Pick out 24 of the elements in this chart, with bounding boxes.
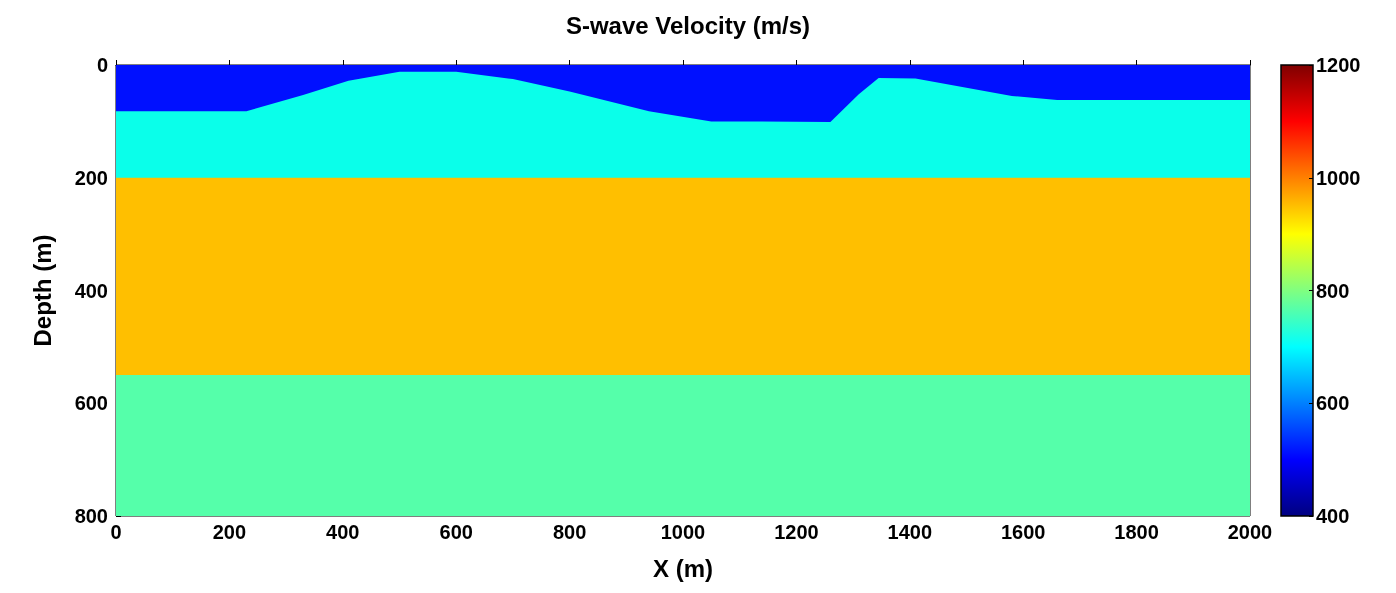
x-tick-label: 1400 xyxy=(887,521,933,543)
y-tick-label: 200 xyxy=(74,166,108,189)
color-bar-label: 1200 xyxy=(1316,54,1361,76)
color-bar-label: 800 xyxy=(1316,279,1350,302)
x-tick-label: 1800 xyxy=(1114,521,1159,543)
y-tick-label: 400 xyxy=(74,279,108,302)
x-tick-label: 800 xyxy=(552,521,587,543)
x-tick-label: 400 xyxy=(326,521,360,543)
x-tick-label: 0 xyxy=(110,521,122,543)
y-axis-title: Depth (m) xyxy=(28,234,56,347)
x-tick-label: 600 xyxy=(439,521,473,543)
y-tick-label: 0 xyxy=(96,54,108,76)
color-bar-label: 600 xyxy=(1316,392,1350,415)
chart-title: S-wave Velocity (m/s) xyxy=(565,11,811,39)
y-tick-label: 800 xyxy=(74,505,108,527)
x-tick-label: 1200 xyxy=(774,521,819,543)
x-tick-label: 1000 xyxy=(660,521,706,543)
x-tick-label: 200 xyxy=(212,521,247,543)
y-tick-label: 600 xyxy=(74,392,108,415)
color-bar-label: 1000 xyxy=(1316,166,1361,189)
x-tick-label: 2000 xyxy=(1227,521,1273,543)
x-tick-label: 1600 xyxy=(1000,521,1046,543)
x-axis-title: X (m) xyxy=(653,554,713,582)
color-bar-label: 400 xyxy=(1316,505,1350,527)
